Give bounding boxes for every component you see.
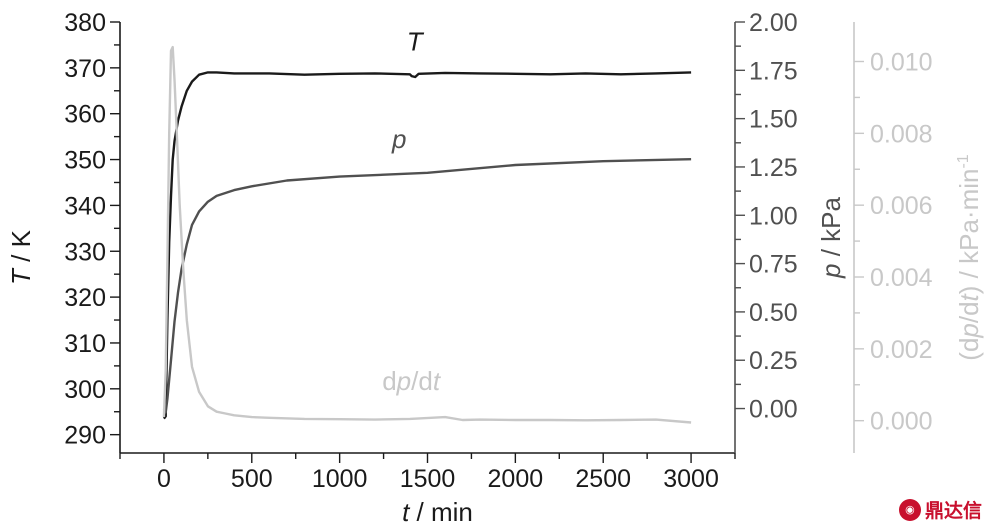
- y-left-tick-label: 340: [64, 192, 106, 220]
- annotation-dpdt: dp/dt: [382, 366, 442, 396]
- y-right-dpdt-axis-label: (dp/dt) / kPa·min-1: [954, 154, 984, 361]
- y-left-tick-label: 380: [64, 9, 106, 37]
- watermark-logo: ◉ 鼎达信: [898, 496, 982, 523]
- y-left-tick-label: 300: [64, 376, 106, 404]
- annotation-p: p: [391, 124, 406, 154]
- label-part: / min: [409, 497, 473, 527]
- y-right-dpdt-tick-label: 0.010: [870, 49, 933, 77]
- logo-text: 鼎达信: [924, 500, 982, 522]
- y-right-dpdt-tick-label: 0.008: [870, 120, 933, 148]
- y-right-p-tick-label: 0.50: [749, 299, 798, 327]
- label-part: ) / kPa·min: [954, 169, 984, 295]
- series-T-line: [162, 71, 692, 420]
- x-tick-label: 3000: [663, 465, 719, 493]
- x-tick-label: 1500: [400, 465, 456, 493]
- series-dp-dt-line: [162, 45, 692, 424]
- label-part: /d: [411, 366, 433, 396]
- y-right-p-tick-label: 1.50: [749, 106, 798, 134]
- label-part: /d: [954, 301, 984, 323]
- label-part: p: [396, 366, 411, 396]
- label-part: (d: [954, 338, 984, 361]
- label-part: p: [816, 264, 846, 279]
- annotation-T: T: [407, 26, 425, 56]
- axes: [110, 21, 864, 463]
- label-part: t: [402, 497, 411, 527]
- label-part: / kPa: [816, 196, 846, 263]
- label-part: T: [6, 267, 36, 285]
- x-tick-label: 2500: [575, 465, 631, 493]
- y-left-tick-label: 310: [64, 330, 106, 358]
- x-tick-label: 0: [157, 465, 171, 493]
- y-left-tick-label: 330: [64, 238, 106, 266]
- y-right-dpdt-tick-label: 0.006: [870, 192, 933, 220]
- series-p-line: [162, 158, 692, 414]
- y-right-dpdt-tick-label: 0.002: [870, 336, 933, 364]
- y-right-dpdt-tick-label: 0.000: [870, 408, 933, 436]
- x-tick-label: 500: [231, 465, 273, 493]
- logo-seal-icon: ◉: [898, 498, 921, 521]
- label-part: t: [954, 292, 984, 301]
- y-right-p-tick-label: 1.75: [749, 57, 798, 85]
- axis-labels: 0 500 1000 1500 2000 2500 3000 290 300 310 320 330 3…: [6, 9, 984, 527]
- y-left-tick-label: 290: [64, 422, 106, 450]
- label-part: p: [391, 124, 406, 154]
- y-left-tick-label: 320: [64, 284, 106, 312]
- label-part: T: [407, 26, 425, 56]
- y-right-p-axis-label: p / kPa: [816, 196, 846, 278]
- label-part: / K: [6, 229, 36, 269]
- label-superscript: -1: [955, 154, 972, 168]
- y-right-dpdt-tick-label: 0.004: [870, 264, 933, 292]
- x-axis-label: t / min: [402, 497, 473, 527]
- y-right-p-tick-label: 0.25: [749, 347, 798, 375]
- label-part: d: [382, 366, 396, 396]
- x-tick-label: 1000: [312, 465, 368, 493]
- y-left-tick-label: 350: [64, 147, 106, 175]
- y-right-p-tick-label: 0.00: [749, 396, 798, 424]
- series-lines: [162, 45, 692, 424]
- y-right-p-tick-label: 0.75: [749, 251, 798, 279]
- y-right-p-tick-label: 1.25: [749, 154, 798, 182]
- y-left-tick-label: 360: [64, 101, 106, 129]
- label-part: p: [954, 323, 984, 338]
- y-left-tick-label: 370: [64, 55, 106, 83]
- y-right-p-tick-label: 1.00: [749, 202, 798, 230]
- y-right-p-tick-label: 2.00: [749, 9, 798, 37]
- y-left-axis-label: T / K: [6, 229, 36, 285]
- x-tick-label: 2000: [488, 465, 544, 493]
- label-part: t: [433, 366, 442, 396]
